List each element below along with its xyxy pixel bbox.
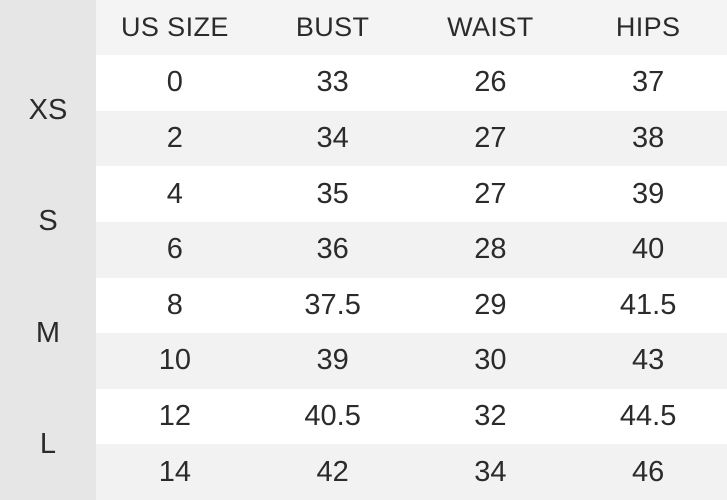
cell-us-size: 2 — [96, 110, 254, 167]
cell-waist: 34 — [411, 444, 570, 500]
cell-waist: 27 — [411, 166, 570, 222]
cell-bust: 35 — [253, 166, 412, 222]
table-row: S 4 35 27 39 — [0, 166, 727, 278]
cell-hips: 37 — [569, 55, 727, 111]
size-label-m: M — [0, 277, 96, 389]
cell-waist: 27 — [411, 110, 570, 167]
cell-us-size: 4 — [96, 166, 254, 222]
cell-us-size: 10 — [96, 333, 254, 389]
cell-bust: 39 — [253, 333, 412, 389]
header-corner-cell — [0, 0, 96, 55]
table-row: M 8 37.5 29 41.5 — [0, 277, 727, 389]
cell-hips: 39 — [569, 166, 727, 222]
size-label-s: S — [0, 166, 96, 278]
table-row: L 12 40.5 32 44.5 — [0, 388, 727, 500]
cell-hips: 38 — [569, 110, 727, 167]
table-row: 6 36 28 40 — [0, 221, 727, 278]
cell-bust: 42 — [253, 444, 412, 500]
cell-waist: 28 — [411, 221, 570, 278]
cell-waist: 26 — [411, 55, 570, 111]
header-row: US SIZE BUST WAIST HIPS — [0, 0, 727, 55]
table-row: 2 34 27 38 — [0, 110, 727, 167]
cell-us-size: 8 — [96, 277, 254, 334]
cell-bust: 33 — [253, 55, 412, 111]
column-header-bust: BUST — [253, 0, 412, 55]
table-header: US SIZE BUST WAIST HIPS — [0, 0, 727, 55]
cell-us-size: 6 — [96, 221, 254, 278]
cell-hips: 46 — [569, 444, 727, 500]
cell-waist: 29 — [411, 277, 570, 334]
column-header-waist: WAIST — [411, 0, 570, 55]
cell-bust: 37.5 — [253, 277, 412, 334]
size-label-l: L — [0, 388, 96, 500]
table-body: XS 0 33 26 37 2 34 27 38 S 4 35 27 39 6 … — [0, 55, 727, 500]
cell-hips: 40 — [569, 221, 727, 278]
cell-bust: 34 — [253, 110, 412, 167]
cell-waist: 32 — [411, 388, 570, 445]
cell-waist: 30 — [411, 333, 570, 389]
cell-bust: 40.5 — [253, 388, 412, 445]
column-header-us-size: US SIZE — [96, 0, 254, 55]
cell-bust: 36 — [253, 221, 412, 278]
cell-us-size: 14 — [96, 444, 254, 500]
cell-us-size: 12 — [96, 388, 254, 445]
cell-hips: 43 — [569, 333, 727, 389]
cell-hips: 41.5 — [569, 277, 727, 334]
cell-us-size: 0 — [96, 55, 254, 111]
table-row: XS 0 33 26 37 — [0, 55, 727, 167]
cell-hips: 44.5 — [569, 388, 727, 445]
column-header-hips: HIPS — [569, 0, 727, 55]
table-row: 14 42 34 46 — [0, 444, 727, 500]
size-label-xs: XS — [0, 55, 96, 167]
table-row: 10 39 30 43 — [0, 333, 727, 389]
